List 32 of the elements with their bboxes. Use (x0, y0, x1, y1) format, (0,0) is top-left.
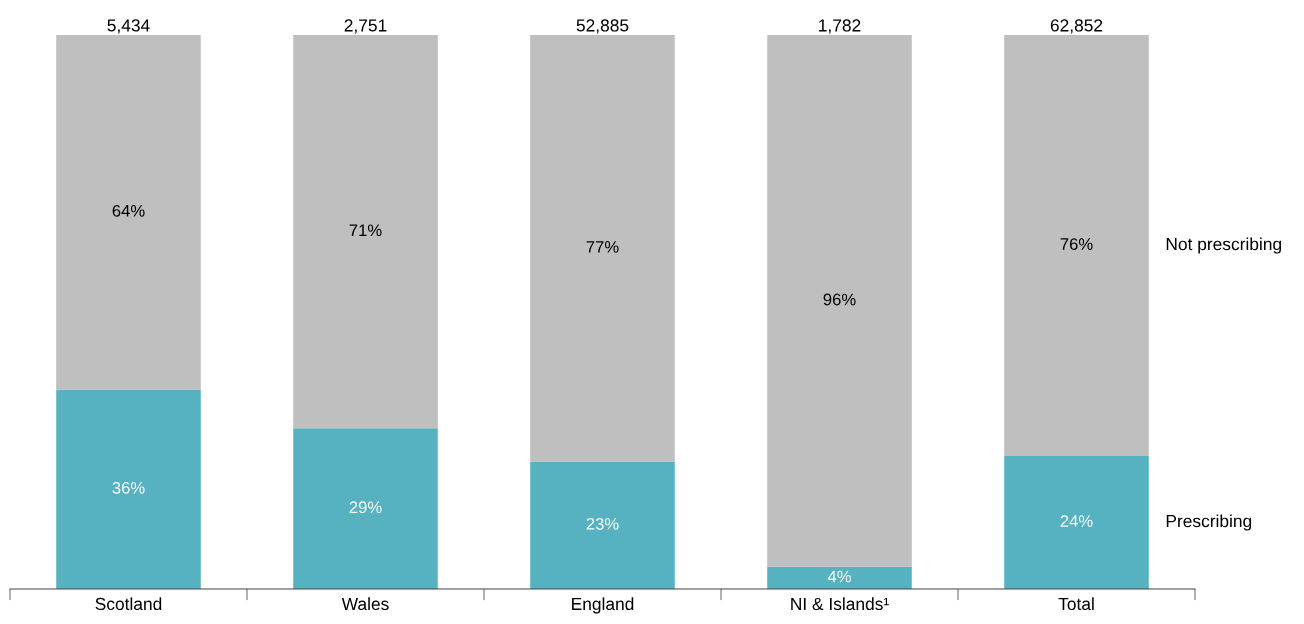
bar (56, 389, 201, 589)
data-label: 24% (1060, 515, 1093, 527)
bar (293, 428, 438, 589)
series-label: Not prescribing (1166, 237, 1282, 254)
bar (767, 566, 912, 589)
bar (767, 35, 912, 567)
bar (530, 461, 675, 589)
series-label: Prescribing (1166, 514, 1252, 531)
x-tick-label: England (572, 597, 634, 614)
data-label: 64% (112, 204, 145, 217)
data-label: 76% (1060, 238, 1093, 250)
bar (1004, 35, 1149, 457)
data-label: 77% (586, 241, 619, 253)
bar (530, 35, 675, 462)
annotation: 62,852 (1050, 19, 1103, 34)
x-tick-label: Wales (341, 597, 389, 611)
x-tick-label: Total (1058, 597, 1094, 611)
annotation: 1,782 (819, 19, 861, 34)
data-label: 29% (349, 501, 382, 514)
bar (1004, 456, 1149, 589)
annotation: 2,751 (344, 19, 387, 34)
x-tick-label: NI & Islands¹ (791, 597, 889, 611)
annotation: 52,885 (576, 19, 629, 34)
data-label: 71% (349, 224, 382, 237)
annotation: 5,434 (107, 19, 150, 34)
bar (293, 35, 438, 429)
data-label: 4% (827, 570, 851, 583)
x-tick-label: Scotland (95, 597, 162, 611)
data-label: 36% (112, 481, 145, 494)
bar (56, 35, 201, 390)
data-label: 96% (823, 293, 856, 306)
data-label: 23% (586, 517, 619, 530)
